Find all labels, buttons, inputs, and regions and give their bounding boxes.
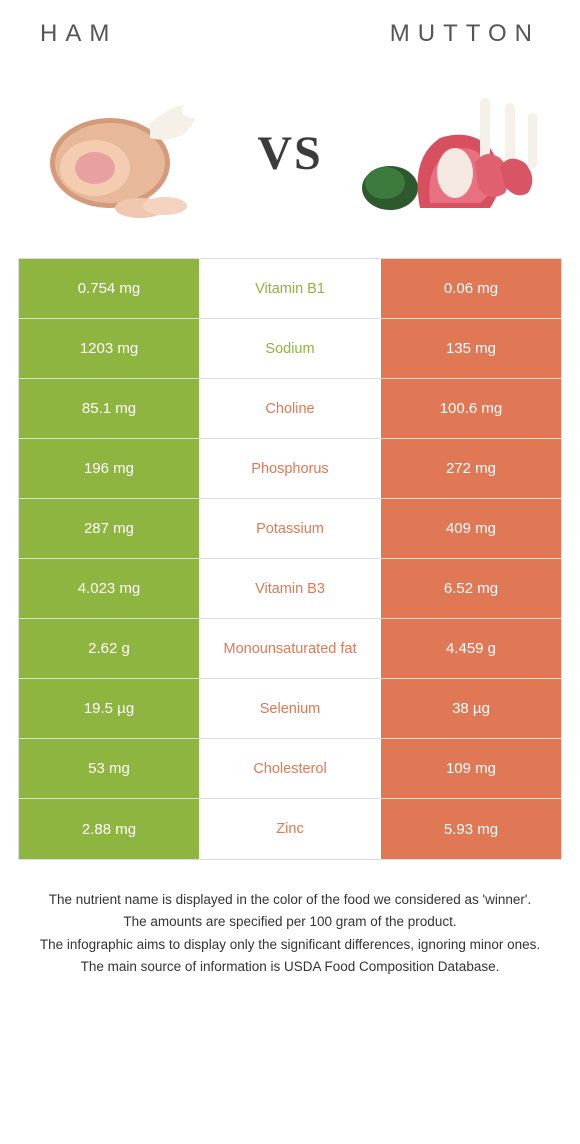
nutrient-label: Zinc	[199, 799, 381, 859]
value-left: 19.5 µg	[19, 679, 199, 738]
mutton-image	[360, 78, 560, 228]
table-row: 85.1 mgCholine100.6 mg	[19, 379, 561, 439]
nutrient-label: Cholesterol	[199, 739, 381, 798]
value-left: 4.023 mg	[19, 559, 199, 618]
value-left: 196 mg	[19, 439, 199, 498]
value-right: 109 mg	[381, 739, 561, 798]
vs-label: VS	[257, 126, 322, 181]
nutrient-label: Phosphorus	[199, 439, 381, 498]
value-right: 6.52 mg	[381, 559, 561, 618]
value-left: 1203 mg	[19, 319, 199, 378]
nutrient-label: Sodium	[199, 319, 381, 378]
value-left: 85.1 mg	[19, 379, 199, 438]
table-row: 0.754 mgVitamin B10.06 mg	[19, 259, 561, 319]
value-left: 287 mg	[19, 499, 199, 558]
value-left: 2.88 mg	[19, 799, 199, 859]
ham-image	[20, 78, 220, 228]
hero-section: VS	[0, 58, 580, 248]
value-right: 38 µg	[381, 679, 561, 738]
nutrient-label: Vitamin B1	[199, 259, 381, 318]
nutrient-label: Selenium	[199, 679, 381, 738]
nutrient-label: Potassium	[199, 499, 381, 558]
nutrient-table: 0.754 mgVitamin B10.06 mg1203 mgSodium13…	[18, 258, 562, 860]
table-row: 2.62 gMonounsaturated fat4.459 g	[19, 619, 561, 679]
nutrient-label: Monounsaturated fat	[199, 619, 381, 678]
footnote-line: The amounts are specified per 100 gram o…	[24, 912, 556, 932]
value-right: 135 mg	[381, 319, 561, 378]
table-row: 4.023 mgVitamin B36.52 mg	[19, 559, 561, 619]
footnote: The nutrient name is displayed in the co…	[24, 890, 556, 977]
nutrient-label: Choline	[199, 379, 381, 438]
value-left: 0.754 mg	[19, 259, 199, 318]
value-left: 2.62 g	[19, 619, 199, 678]
footnote-line: The nutrient name is displayed in the co…	[24, 890, 556, 910]
table-row: 19.5 µgSelenium38 µg	[19, 679, 561, 739]
nutrient-label: Vitamin B3	[199, 559, 381, 618]
table-row: 53 mgCholesterol109 mg	[19, 739, 561, 799]
table-row: 196 mgPhosphorus272 mg	[19, 439, 561, 499]
value-right: 100.6 mg	[381, 379, 561, 438]
value-right: 409 mg	[381, 499, 561, 558]
title-right: Mutton	[390, 20, 540, 48]
table-row: 287 mgPotassium409 mg	[19, 499, 561, 559]
value-right: 272 mg	[381, 439, 561, 498]
value-right: 4.459 g	[381, 619, 561, 678]
table-row: 2.88 mgZinc5.93 mg	[19, 799, 561, 859]
value-right: 0.06 mg	[381, 259, 561, 318]
header-titles: Ham Mutton	[0, 0, 580, 58]
title-left: Ham	[40, 20, 117, 48]
footnote-line: The main source of information is USDA F…	[24, 957, 556, 977]
footnote-line: The infographic aims to display only the…	[24, 935, 556, 955]
value-left: 53 mg	[19, 739, 199, 798]
value-right: 5.93 mg	[381, 799, 561, 859]
table-row: 1203 mgSodium135 mg	[19, 319, 561, 379]
